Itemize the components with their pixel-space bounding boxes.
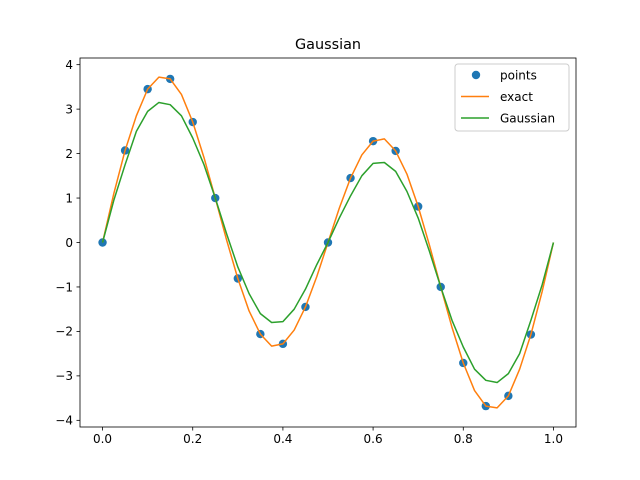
x-tick-label: 0.6 [364, 432, 383, 446]
legend-label-points: points [500, 69, 537, 83]
y-tick-label: −2 [55, 325, 73, 339]
y-tick-label: 4 [65, 58, 73, 72]
series-line-gaussian [101, 101, 555, 384]
y-tick-label: 1 [65, 191, 73, 205]
legend-marker-points [471, 70, 481, 80]
y-tick-label: 2 [65, 147, 73, 161]
y-tick-label: 0 [65, 236, 73, 250]
x-tick-label: 0.0 [93, 432, 112, 446]
chart-title: Gaussian [295, 37, 361, 53]
y-tick-label: 3 [65, 102, 73, 116]
x-tick-label: 0.4 [273, 432, 292, 446]
legend-label-gaussian: Gaussian [500, 112, 555, 126]
x-tick-label: 0.2 [183, 432, 202, 446]
legend-label-exact: exact [500, 90, 533, 104]
plot-area [98, 74, 555, 411]
legend: points exact Gaussian [454, 63, 570, 132]
y-tick-label: −4 [55, 414, 73, 428]
legend-box [454, 63, 570, 132]
x-tick-label: 0.8 [454, 432, 473, 446]
axes: 0.0 0.2 0.4 0.6 0.8 1.0 −4 −3 −2 −1 0 1 2 3 4 [55, 57, 577, 446]
x-tick-label: 1.0 [544, 432, 563, 446]
y-tick-label: −3 [55, 369, 73, 383]
y-tick-label: −1 [55, 280, 73, 294]
